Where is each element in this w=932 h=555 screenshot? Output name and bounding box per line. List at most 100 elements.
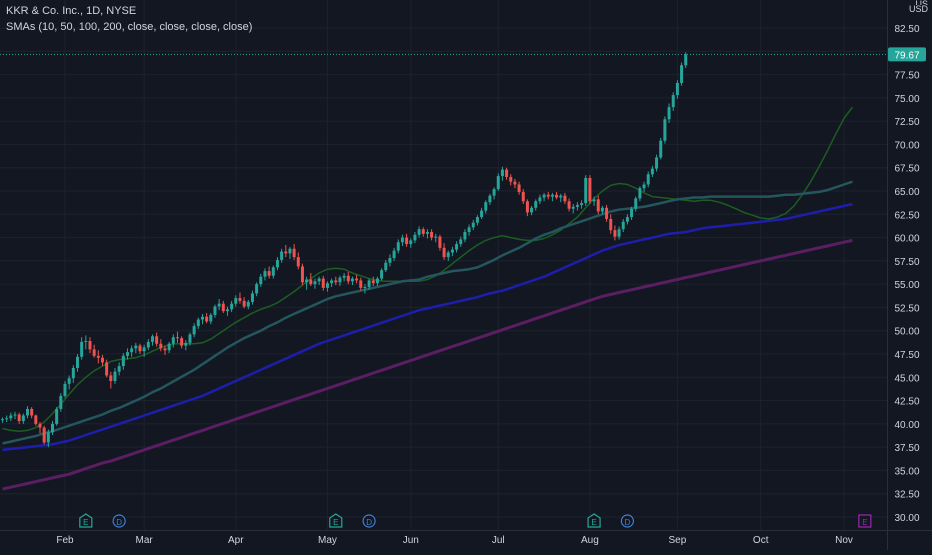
candle-body[interactable] — [75, 356, 79, 368]
candle-body[interactable] — [288, 248, 292, 254]
candle-body[interactable] — [613, 230, 617, 237]
candle-body[interactable] — [34, 415, 38, 424]
candle-body[interactable] — [92, 349, 96, 356]
candle-body[interactable] — [650, 168, 654, 175]
candle-body[interactable] — [438, 236, 442, 248]
candle-body[interactable] — [384, 262, 388, 271]
candle-body[interactable] — [325, 283, 329, 288]
candle-body[interactable] — [559, 195, 563, 198]
candle-body[interactable] — [538, 197, 542, 202]
candle-body[interactable] — [667, 107, 671, 120]
candle-body[interactable] — [517, 184, 521, 192]
candle-body[interactable] — [642, 184, 646, 189]
candle-body[interactable] — [113, 371, 117, 382]
candle-body[interactable] — [230, 303, 234, 310]
candle-body[interactable] — [355, 278, 359, 281]
candle-body[interactable] — [80, 341, 84, 357]
candle-body[interactable] — [680, 65, 684, 83]
candle-body[interactable] — [184, 342, 188, 346]
candle-body[interactable] — [30, 408, 34, 416]
candle-body[interactable] — [359, 280, 363, 288]
candle-body[interactable] — [400, 237, 404, 243]
candle-body[interactable] — [259, 276, 263, 285]
candle-body[interactable] — [13, 414, 17, 416]
candle-body[interactable] — [555, 194, 559, 198]
candle-body[interactable] — [275, 259, 279, 268]
candle-body[interactable] — [159, 343, 163, 349]
candle-body[interactable] — [684, 54, 688, 66]
candle-body[interactable] — [575, 204, 579, 207]
candle-body[interactable] — [205, 316, 209, 322]
dividend-icon[interactable]: D — [112, 514, 126, 528]
candle-body[interactable] — [155, 336, 159, 344]
candle-body[interactable] — [313, 281, 317, 285]
candle-body[interactable] — [130, 348, 134, 353]
candle-body[interactable] — [617, 229, 621, 237]
candle-body[interactable] — [509, 177, 513, 182]
candle-body[interactable] — [409, 240, 413, 245]
candle-body[interactable] — [663, 119, 667, 141]
candle-body[interactable] — [96, 355, 100, 358]
candle-body[interactable] — [21, 415, 25, 422]
candle-body[interactable] — [638, 188, 642, 199]
candle-body[interactable] — [546, 194, 550, 197]
candle-body[interactable] — [475, 217, 479, 223]
candle-body[interactable] — [263, 271, 267, 277]
candle-body[interactable] — [513, 181, 517, 185]
candle-body[interactable] — [121, 355, 125, 367]
candle-body[interactable] — [367, 280, 371, 287]
candle-body[interactable] — [675, 82, 679, 96]
candle-body[interactable] — [609, 218, 613, 231]
candle-body[interactable] — [392, 250, 396, 259]
candle-body[interactable] — [117, 366, 121, 372]
candle-body[interactable] — [350, 278, 354, 282]
candle-body[interactable] — [480, 210, 484, 218]
dividend-icon[interactable]: D — [362, 514, 376, 528]
candle-body[interactable] — [163, 348, 167, 351]
candle-body[interactable] — [467, 227, 471, 232]
candle-body[interactable] — [571, 206, 575, 209]
candle-body[interactable] — [671, 95, 675, 108]
candle-body[interactable] — [280, 251, 284, 260]
dividend-icon[interactable]: D — [620, 514, 635, 528]
candle-body[interactable] — [25, 408, 29, 416]
candle-body[interactable] — [63, 383, 67, 396]
candle-body[interactable] — [655, 157, 659, 169]
candle-body[interactable] — [446, 252, 450, 258]
candle-body[interactable] — [534, 201, 538, 208]
candle-body[interactable] — [455, 244, 459, 250]
candle-body[interactable] — [421, 229, 425, 234]
candle-body[interactable] — [292, 248, 296, 258]
candle-body[interactable] — [50, 423, 54, 433]
candle-body[interactable] — [234, 298, 238, 304]
candle-body[interactable] — [38, 423, 42, 428]
candle-body[interactable] — [413, 234, 417, 241]
candle-body[interactable] — [430, 231, 434, 238]
candle-body[interactable] — [242, 300, 246, 307]
candle-body[interactable] — [417, 229, 421, 235]
candle-body[interactable] — [634, 198, 638, 209]
candle-body[interactable] — [330, 280, 334, 284]
candle-body[interactable] — [5, 418, 9, 420]
candle-body[interactable] — [563, 195, 567, 202]
indicator-label[interactable]: SMAs (10, 50, 100, 200, close, close, cl… — [6, 21, 253, 33]
candle-body[interactable] — [138, 345, 142, 352]
candle-body[interactable] — [530, 207, 534, 213]
candle-body[interactable] — [492, 189, 496, 196]
candle-body[interactable] — [584, 177, 588, 204]
candle-body[interactable] — [488, 195, 492, 203]
candle-body[interactable] — [267, 271, 271, 276]
candle-body[interactable] — [500, 169, 504, 177]
candle-body[interactable] — [596, 199, 600, 212]
candle-body[interactable] — [388, 258, 392, 263]
candle-body[interactable] — [342, 275, 346, 278]
candle-body[interactable] — [225, 309, 229, 312]
candle-body[interactable] — [100, 357, 104, 363]
candle-body[interactable] — [450, 249, 454, 253]
candle-body[interactable] — [371, 280, 375, 284]
candle-body[interactable] — [621, 221, 625, 230]
candle-body[interactable] — [396, 242, 400, 251]
sma-line-2[interactable] — [2, 180, 853, 445]
candle-body[interactable] — [134, 345, 138, 349]
